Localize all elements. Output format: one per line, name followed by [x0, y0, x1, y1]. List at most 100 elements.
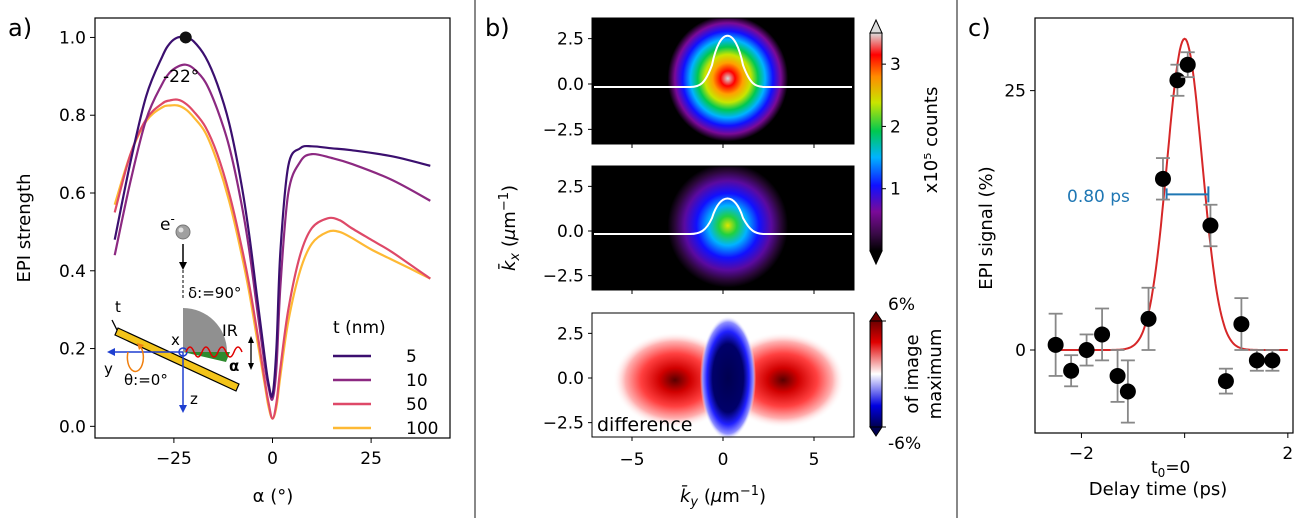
ir-wave [185, 346, 243, 358]
rotation-arrow [126, 345, 145, 373]
colorbar-difference-bottom-arrow [869, 426, 883, 437]
electron-arrow-head [179, 262, 187, 270]
colorbar-tick-label: 1 [890, 180, 901, 200]
data-point [1094, 326, 1111, 343]
colorbar-difference-bottom: -6% [888, 434, 921, 454]
panel-c-ticks: −2 2 0 25 [1004, 82, 1293, 464]
thickness-label: t [115, 298, 121, 316]
data-point [1217, 373, 1234, 390]
x-tick-label: 5 [809, 450, 820, 470]
y-tick-label: 0.0 [59, 417, 86, 437]
colorbar-difference-top: 6% [888, 295, 915, 315]
sample-slab [114, 327, 240, 392]
y-tick-label: −2.5 [543, 414, 584, 434]
x-tick-label: 0 [718, 450, 729, 470]
panel-c-xlabel: Delay time (ps) [1089, 479, 1228, 500]
fwhm-label: 0.80 ps [1067, 187, 1130, 207]
panel-b: b) no EPI EPI difference −5 0 5 2.5 0.0 −2.5 2… [485, 14, 946, 510]
polarization-arrowhead-up [248, 336, 254, 343]
x-tick-label: −5 [619, 450, 644, 470]
data-point [1248, 352, 1265, 369]
y-tick-label: 2.5 [557, 324, 584, 344]
rotation-arrowhead [137, 343, 144, 350]
y-axis-label: y [104, 360, 113, 378]
data-point [1233, 316, 1250, 333]
y-tick-label: 0 [1015, 341, 1026, 361]
delta-wedge [183, 308, 227, 352]
electron-label: e- [160, 212, 175, 235]
y-tick-label: 0.4 [59, 262, 86, 282]
delta-label: δ:=90° [188, 284, 241, 302]
peak-annotation: -22° [163, 67, 199, 87]
panel-a: a) −25 0 25 0.0 0.2 0.4 0.6 0.8 1.0 α (°) EPI st… [8, 14, 451, 507]
electron-highlight [178, 227, 184, 233]
panel-c-label: c) [968, 14, 991, 42]
y-tick-label: 0.2 [59, 340, 86, 360]
colorbar-tick-label: 2 [890, 117, 901, 137]
panel-c-ylabel: EPI signal (%) [976, 166, 997, 289]
colorbar-counts-ticks: 3 2 1 [882, 55, 901, 200]
colorbar-counts [869, 32, 883, 252]
colorbar-difference-label-2: maximum [925, 329, 946, 420]
theta-label: θ:=0° [124, 371, 168, 389]
alpha-wedge [183, 352, 230, 362]
x-tick-label: −25 [156, 449, 192, 469]
thickness-marker [111, 319, 118, 331]
panel-a-xlabel: α (°) [253, 486, 294, 507]
panel-a-label: a) [8, 14, 32, 42]
image-epi [592, 166, 854, 290]
x-axis-origin [178, 347, 188, 357]
profile-line-no-epi [594, 34, 852, 88]
y-tick-label: 2.5 [557, 30, 584, 50]
electron-icon [175, 224, 191, 240]
x-tick-label: −2 [1069, 444, 1094, 464]
series-line-50nm [113, 98, 431, 420]
y-tick-label: 1.0 [59, 28, 86, 48]
data-point [1202, 217, 1219, 234]
x-tick-label: 25 [360, 449, 382, 469]
blue-center [700, 316, 756, 440]
panel-c-plot [1047, 37, 1288, 424]
series-line-10nm [113, 63, 431, 401]
panel-b-label: b) [485, 14, 510, 42]
panel-b-ticks: −5 0 5 2.5 0.0 −2.5 2.5 0.0 −2.5 2.5 0.0 −2.5 [543, 30, 820, 470]
z-axis-arrowhead [179, 405, 187, 413]
panel-a-lines [113, 31, 431, 420]
colorbar-counts-top-arrow [869, 18, 883, 34]
data-point [1140, 310, 1157, 327]
legend-label-50: 50 [406, 395, 428, 415]
data-point [1109, 367, 1126, 384]
ir-label: IR [222, 321, 238, 340]
colorbar-counts-label: x10⁵ counts [921, 87, 942, 194]
profile-line-epi [594, 197, 852, 235]
x-axis-label: x [171, 331, 180, 349]
y-tick-label: 25 [1004, 82, 1026, 102]
z-axis-label: z [190, 390, 198, 408]
epi-label: EPI [597, 267, 626, 289]
alpha-label: α [229, 357, 239, 375]
y-tick-label: 2.5 [557, 177, 584, 197]
x-tick-label: 0 [267, 449, 278, 469]
colorbar-counts-bottom-arrow [869, 250, 883, 266]
t0-tick-label: t0=0 [1151, 458, 1190, 480]
y-axis-arrowhead [107, 348, 115, 356]
legend-title: t (nm) [333, 318, 386, 338]
legend-label-100: 100 [406, 419, 438, 439]
difference-label: difference [597, 414, 692, 436]
y-tick-label: 0.0 [557, 369, 584, 389]
panel-b-ylabel: k̄x (μm−1) [497, 185, 523, 271]
colorbar-difference-label-1: of image [902, 334, 923, 413]
data-point [1063, 362, 1080, 379]
peak-marker [179, 31, 192, 44]
legend-label-10: 10 [406, 371, 428, 391]
colorbar-tick-label: 3 [890, 55, 901, 75]
data-point [1119, 383, 1136, 400]
data-point [1154, 170, 1171, 187]
panel-a-legend: t (nm) 5 10 50 100 [333, 318, 438, 439]
panel-c-axes [1034, 17, 1294, 434]
panel-a-ticks: −25 0 25 0.0 0.2 0.4 0.6 0.8 1.0 [59, 28, 382, 469]
panel-c: c) −2 2 0 25 t0=0 Delay time (ps) EPI signa… [968, 14, 1294, 500]
y-tick-label: −2.5 [543, 120, 584, 140]
polarization-arrowhead-down [248, 363, 254, 370]
